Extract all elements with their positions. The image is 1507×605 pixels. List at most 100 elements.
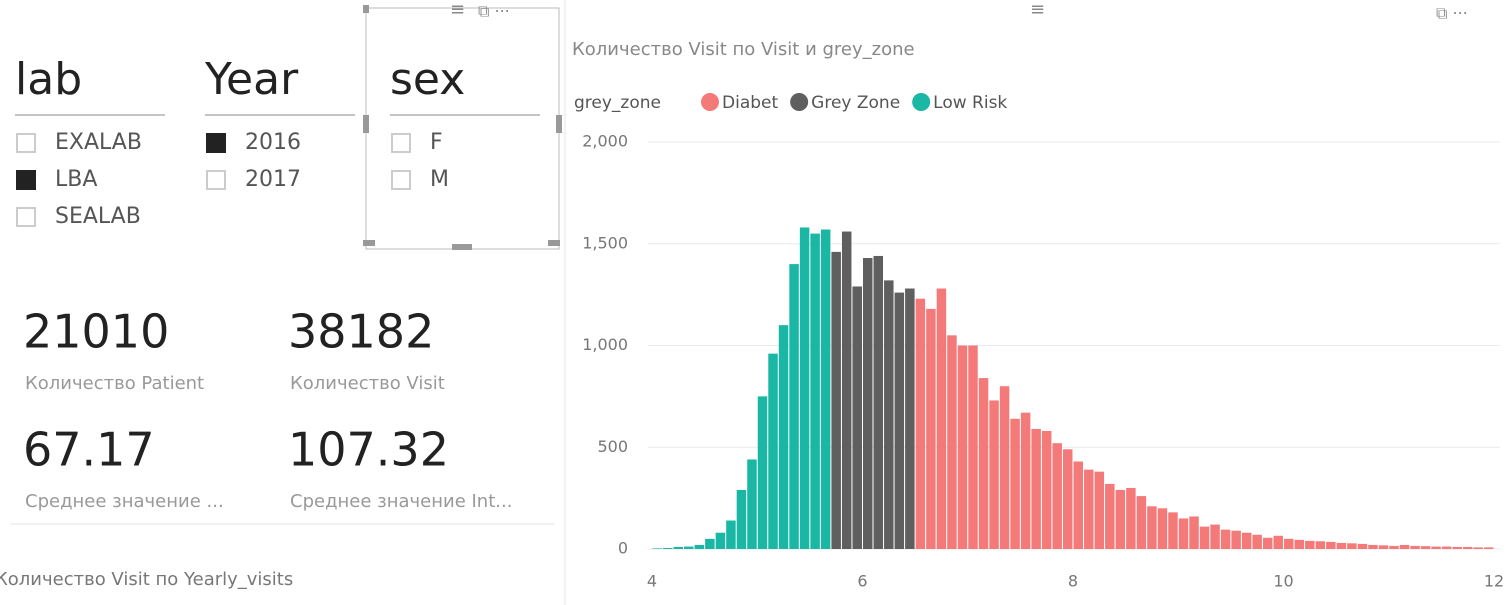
- bar: [841, 231, 852, 550]
- bar: [1357, 543, 1368, 549]
- bar: [978, 378, 989, 549]
- checkbox[interactable]: [16, 207, 36, 227]
- bar: [1294, 539, 1305, 549]
- bar: [1115, 489, 1126, 549]
- x-tick-label: 4: [647, 572, 657, 591]
- card-value: 107.32: [288, 423, 449, 477]
- bar: [789, 264, 799, 549]
- bar: [1473, 547, 1483, 549]
- bar: [894, 292, 905, 549]
- slicer-item[interactable]: LBA: [55, 167, 97, 192]
- bar: [947, 335, 957, 549]
- bar: [1420, 546, 1431, 549]
- bar: [1157, 508, 1168, 549]
- bar: [1136, 496, 1147, 549]
- bar: [852, 286, 862, 549]
- slicer-item[interactable]: M: [430, 167, 449, 192]
- bar: [747, 459, 757, 549]
- chart-title: Количество Visit по Visit и grey_zone: [572, 39, 915, 60]
- bar: [1336, 542, 1347, 549]
- bar: [1052, 443, 1062, 549]
- checkbox[interactable]: [16, 170, 36, 190]
- bar: [684, 546, 694, 549]
- drag-icon[interactable]: ≡: [1030, 0, 1045, 20]
- bar: [715, 532, 726, 549]
- slicer-item[interactable]: 2016: [245, 130, 301, 155]
- bar: [1168, 512, 1178, 549]
- bar: [1189, 516, 1199, 549]
- slicer-item[interactable]: 2017: [245, 167, 301, 192]
- bar: [1210, 524, 1220, 549]
- bar: [726, 520, 736, 549]
- bar: [1105, 483, 1115, 549]
- legend-marker: [701, 93, 719, 111]
- legend-label: Grey Zone: [811, 93, 900, 113]
- y-tick-label: 2,000: [582, 132, 628, 151]
- bar: [1441, 546, 1452, 549]
- checkbox[interactable]: [206, 170, 226, 190]
- focus-icon[interactable]: ⧉ ···: [1436, 4, 1468, 23]
- bar: [1231, 530, 1241, 549]
- bar: [1347, 543, 1357, 549]
- bar: [863, 257, 873, 549]
- bar: [1094, 471, 1105, 549]
- bar: [1241, 532, 1252, 549]
- checkbox[interactable]: [391, 170, 411, 190]
- bar: [1378, 545, 1389, 549]
- bar: [1431, 546, 1441, 549]
- checkbox[interactable]: [206, 133, 226, 153]
- bar: [1126, 487, 1136, 549]
- visual-title: Количество Visit по Yearly_visits: [0, 569, 293, 590]
- bar: [926, 308, 936, 549]
- y-tick-label: 1,000: [582, 335, 628, 354]
- bar: [1073, 461, 1083, 549]
- slicer-title: lab: [15, 54, 82, 105]
- bar: [1252, 534, 1262, 549]
- bar: [1062, 449, 1073, 549]
- bar: [694, 544, 705, 549]
- legend-marker: [790, 93, 809, 111]
- bar: [705, 538, 715, 549]
- bar: [810, 233, 820, 549]
- bar: [1178, 518, 1189, 549]
- card-value: 38182: [288, 305, 434, 359]
- legend-label: Diabet: [722, 93, 778, 113]
- y-tick-label: 500: [597, 437, 628, 456]
- legend-label: Low Risk: [933, 93, 1007, 113]
- bar: [905, 288, 915, 549]
- bar: [757, 396, 768, 549]
- x-tick-label: 6: [857, 572, 867, 591]
- focus-icon[interactable]: ⧉ ···: [478, 2, 510, 21]
- bar: [736, 489, 747, 549]
- legend-marker: [912, 93, 931, 111]
- bar: [989, 400, 999, 549]
- bar: [915, 298, 926, 549]
- bar: [1284, 538, 1294, 549]
- frame-handles: [363, 5, 562, 250]
- card-value: 21010: [23, 305, 169, 359]
- card-value: 67.17: [23, 423, 155, 477]
- bar: [936, 288, 947, 549]
- slicer-item[interactable]: SEALAB: [55, 204, 141, 229]
- card-label: Среднее значение ...: [25, 491, 224, 512]
- bar: [778, 325, 789, 549]
- slicer-title: Year: [204, 54, 299, 105]
- bar: [799, 227, 810, 549]
- bar: [1262, 537, 1273, 549]
- bar: [957, 345, 968, 549]
- bar: [663, 547, 673, 549]
- bar: [768, 353, 778, 549]
- bar: [1084, 469, 1094, 549]
- slicer-item[interactable]: F: [430, 130, 443, 155]
- bar: [1389, 545, 1399, 549]
- bar: [1010, 418, 1020, 549]
- drag-icon[interactable]: ≡: [450, 0, 465, 20]
- checkbox[interactable]: [391, 133, 411, 153]
- bar: [1041, 430, 1052, 549]
- checkbox[interactable]: [16, 133, 36, 153]
- bar: [1326, 541, 1336, 549]
- bar: [1399, 544, 1410, 549]
- x-tick-label: 8: [1068, 572, 1078, 591]
- slicer-item[interactable]: EXALAB: [55, 130, 142, 155]
